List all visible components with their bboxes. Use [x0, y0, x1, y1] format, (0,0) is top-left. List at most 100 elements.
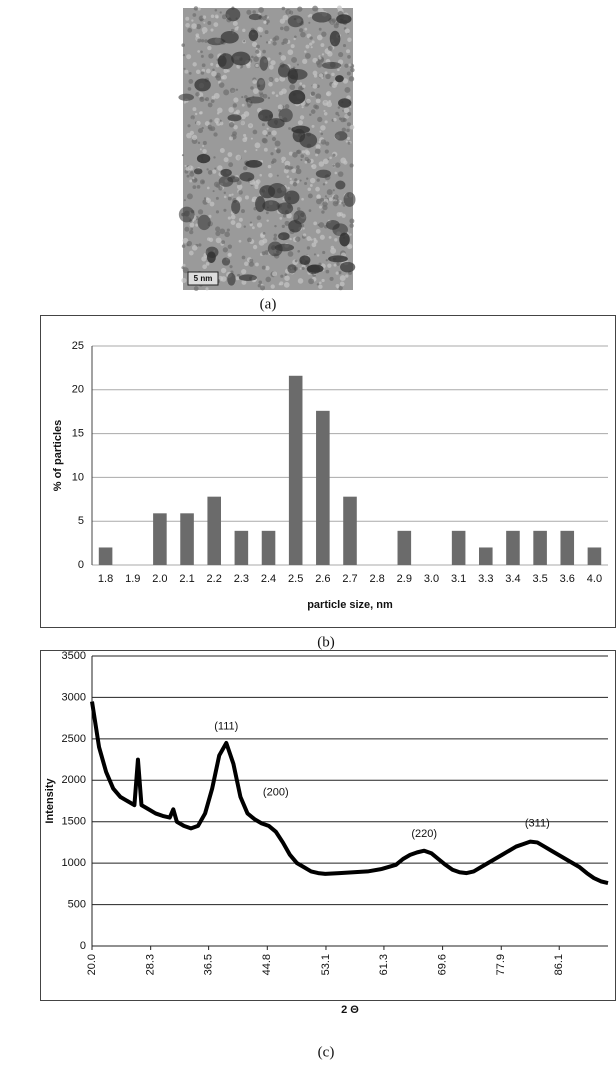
annotation: (311)	[525, 817, 550, 829]
grain	[346, 129, 350, 133]
grain	[301, 198, 304, 201]
grain	[321, 279, 324, 282]
grain	[203, 141, 207, 145]
grain	[192, 62, 196, 66]
grain	[199, 97, 204, 102]
grain	[285, 104, 290, 109]
grain	[221, 76, 225, 80]
x-tick-label: 36.5	[203, 954, 215, 975]
grain	[263, 232, 266, 235]
grain	[312, 40, 315, 43]
grain	[309, 42, 312, 45]
grain	[312, 83, 317, 88]
grain	[213, 156, 215, 158]
x-tick-label: 44.8	[261, 954, 273, 975]
grain	[283, 214, 286, 217]
grain	[334, 23, 339, 28]
grain	[322, 251, 325, 254]
grain	[302, 85, 305, 88]
grain	[316, 229, 321, 234]
grain	[304, 149, 309, 154]
grain	[242, 29, 245, 32]
grain	[298, 278, 304, 284]
grain	[227, 228, 230, 231]
grain	[271, 284, 275, 288]
grain	[282, 225, 285, 228]
grain	[326, 92, 330, 96]
grain	[224, 196, 227, 199]
grain	[268, 97, 270, 99]
grain	[332, 154, 335, 157]
particle	[293, 210, 306, 224]
grain	[282, 7, 286, 11]
grain	[221, 268, 226, 273]
grain	[255, 142, 261, 148]
grain	[203, 15, 207, 19]
grain	[329, 19, 335, 25]
grain	[319, 161, 325, 167]
grain	[200, 19, 203, 22]
grain	[280, 27, 284, 31]
grain	[297, 6, 302, 11]
grain	[197, 185, 201, 189]
grain	[251, 138, 253, 140]
grain	[187, 124, 190, 127]
grain	[265, 277, 271, 283]
particle	[312, 12, 332, 23]
grain	[220, 148, 225, 153]
grain	[277, 175, 279, 177]
grain	[227, 152, 232, 157]
x-tick-label: 86.1	[553, 954, 565, 975]
grain	[343, 118, 347, 122]
grain	[311, 164, 316, 169]
grain	[241, 96, 243, 98]
particle	[328, 255, 348, 262]
grain	[223, 247, 228, 252]
grain	[212, 170, 216, 174]
grain	[245, 195, 249, 199]
grain	[338, 114, 340, 116]
grain	[214, 168, 216, 170]
particle	[206, 247, 219, 258]
grain	[228, 216, 231, 219]
grain	[321, 77, 323, 79]
bar	[343, 497, 357, 565]
particle	[292, 126, 310, 134]
grain	[255, 263, 259, 267]
grain	[236, 223, 242, 229]
grain	[194, 6, 198, 10]
grain	[214, 118, 220, 124]
particle	[288, 15, 304, 27]
particle	[239, 172, 254, 182]
grain	[289, 84, 295, 90]
grain	[315, 93, 321, 99]
grain	[345, 28, 350, 33]
particle	[332, 223, 348, 236]
particle	[335, 181, 345, 190]
grain	[208, 53, 213, 58]
grain	[255, 149, 257, 151]
grain	[331, 246, 335, 250]
grain	[213, 132, 217, 136]
y-tick-label: 20	[72, 384, 84, 396]
grain	[200, 148, 202, 150]
y-tick-label: 5	[78, 515, 84, 527]
annotation: (200)	[263, 787, 289, 799]
grain	[248, 123, 253, 128]
grain	[348, 64, 351, 67]
grain	[184, 101, 186, 103]
y-axis-label: Intensity	[44, 778, 56, 824]
grain	[274, 234, 277, 237]
grain	[325, 149, 329, 153]
grain	[182, 244, 186, 248]
grain	[252, 199, 255, 202]
grain	[320, 125, 325, 130]
grain	[242, 104, 245, 107]
grain	[229, 265, 232, 268]
grain	[341, 202, 344, 205]
x-tick-label: 1.8	[98, 573, 113, 585]
grain	[186, 167, 190, 171]
grain	[183, 68, 185, 70]
grain	[327, 264, 331, 268]
grain	[305, 53, 311, 59]
